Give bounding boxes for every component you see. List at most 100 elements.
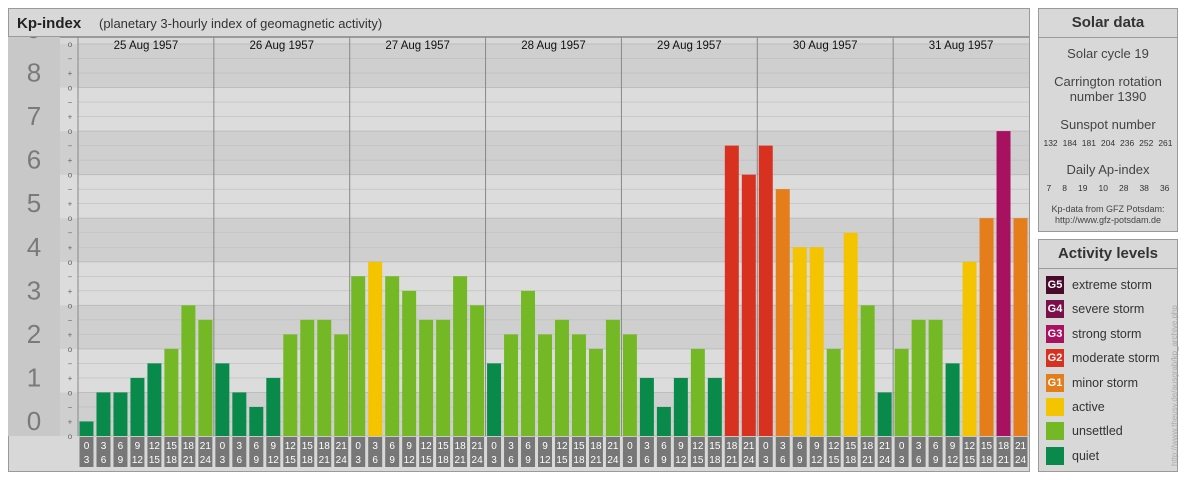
sunspot-value: 204 [1100,138,1116,148]
minor-tick-label: − [68,403,73,412]
kp-bar [690,348,705,436]
source-link[interactable]: http://www.gfz-potsdam.de [1054,215,1162,225]
interval-end-label: 15 [556,455,568,466]
kp-bar [894,348,909,436]
minor-tick-label: o [68,345,73,354]
interval-box [707,437,722,467]
interval-box [164,437,179,467]
y-tick-label: 0 [27,406,41,436]
minor-tick-label: − [68,272,73,281]
interval-box [809,437,824,467]
interval-start-label: 18 [455,441,467,452]
kp-bar [300,319,315,436]
interval-start-label: 6 [389,441,395,452]
interval-start-label: 21 [607,441,619,452]
activity-levels-title: Activity levels [1039,240,1177,269]
ap-value: 10 [1098,183,1108,193]
legend-item-minor-storm: G1 minor storm [1046,374,1176,394]
interval-end-label: 9 [254,455,260,466]
kp-bar [656,406,671,436]
sunspot-value: 236 [1120,138,1135,148]
source-line-1: Kp-data from GFZ Potsdam: [1051,204,1165,214]
kp-bar [588,348,603,436]
kp-bar [996,131,1011,436]
legend-label: extreme storm [1072,278,1152,292]
minor-tick-label: o [68,301,73,310]
kp-bar [521,290,536,436]
kp-bar [436,319,451,436]
interval-start-label: 0 [84,441,90,452]
interval-box [470,437,485,467]
interval-end-label: 9 [933,455,939,466]
minor-tick-label: o [68,432,73,441]
kp-bar [538,334,552,436]
interval-start-label: 3 [780,441,786,452]
interval-box [79,437,94,467]
solar-cycle: Solar cycle 19 [1067,46,1149,61]
interval-start-label: 18 [319,441,331,452]
kp-bar [504,334,519,436]
minor-tick-label: o [68,258,73,267]
y-tick-label: 2 [27,319,41,349]
interval-box [147,437,162,467]
interval-end-label: 12 [268,455,280,466]
legend-item-extreme-storm: G5 extreme storm [1046,276,1176,296]
interval-box [334,437,349,467]
interval-start-label: 21 [336,441,348,452]
interval-start-label: 3 [508,441,514,452]
legend-label: strong storm [1072,327,1142,341]
legend-label: severe storm [1072,302,1145,316]
interval-start-label: 9 [678,441,684,452]
kp-bar [877,392,892,436]
interval-box [402,437,417,467]
minor-tick-label: + [68,287,73,296]
legend-item-quiet: quiet [1046,447,1176,467]
interval-box [113,437,128,467]
kp-bar [368,261,383,436]
interval-start-label: 0 [220,441,226,452]
interval-end-label: 21 [183,455,195,466]
interval-box [504,437,519,467]
sunspot-value: 132 [1043,138,1058,148]
day-date-label: 25 Aug 1957 [114,40,179,52]
chart-header: Kp-index (planetary 3-hourly index of ge… [8,8,1030,37]
kp-bar [402,290,417,436]
minor-tick-label: − [68,55,73,64]
interval-end-label: 21 [590,455,602,466]
interval-start-label: 15 [845,441,857,452]
kp-bar [792,247,807,436]
kp-bar [487,363,502,436]
kp-bar [232,392,247,436]
sunspot-numbers: 132 184 181 204 236 252 261 [1041,138,1175,148]
legend-swatch [1046,447,1064,465]
interval-end-label: 3 [627,455,633,466]
interval-start-label: 3 [644,441,650,452]
kp-bar [130,377,145,436]
kp-bar [215,363,230,436]
kp-bar [724,145,739,436]
y-tick-label: 7 [27,101,41,131]
interval-end-label: 6 [644,455,650,466]
interval-box [741,437,756,467]
kp-band [8,305,1029,349]
kp-bar [775,189,790,436]
kp-chart: 0123456789o+−o+−o+−o+−o+−o+−o+−o+−o+−o25… [8,37,1029,467]
interval-end-label: 12 [132,455,144,466]
interval-box [538,437,552,467]
minor-tick-label: − [68,229,73,238]
sunspot-value: 184 [1062,138,1077,148]
interval-box [368,437,383,467]
kp-bar [198,319,213,436]
day-date-label: 27 Aug 1957 [385,40,450,52]
interval-box [724,437,739,467]
kp-bar [555,319,569,436]
day-date-label: 29 Aug 1957 [657,40,722,52]
interval-end-label: 6 [508,455,514,466]
interval-end-label: 21 [862,455,874,466]
kp-bar [860,305,875,436]
ap-value: 7 [1046,183,1052,193]
minor-tick-label: o [68,388,73,397]
y-tick-label: 9 [27,37,41,44]
kp-bar [673,377,688,436]
interval-box [792,437,807,467]
